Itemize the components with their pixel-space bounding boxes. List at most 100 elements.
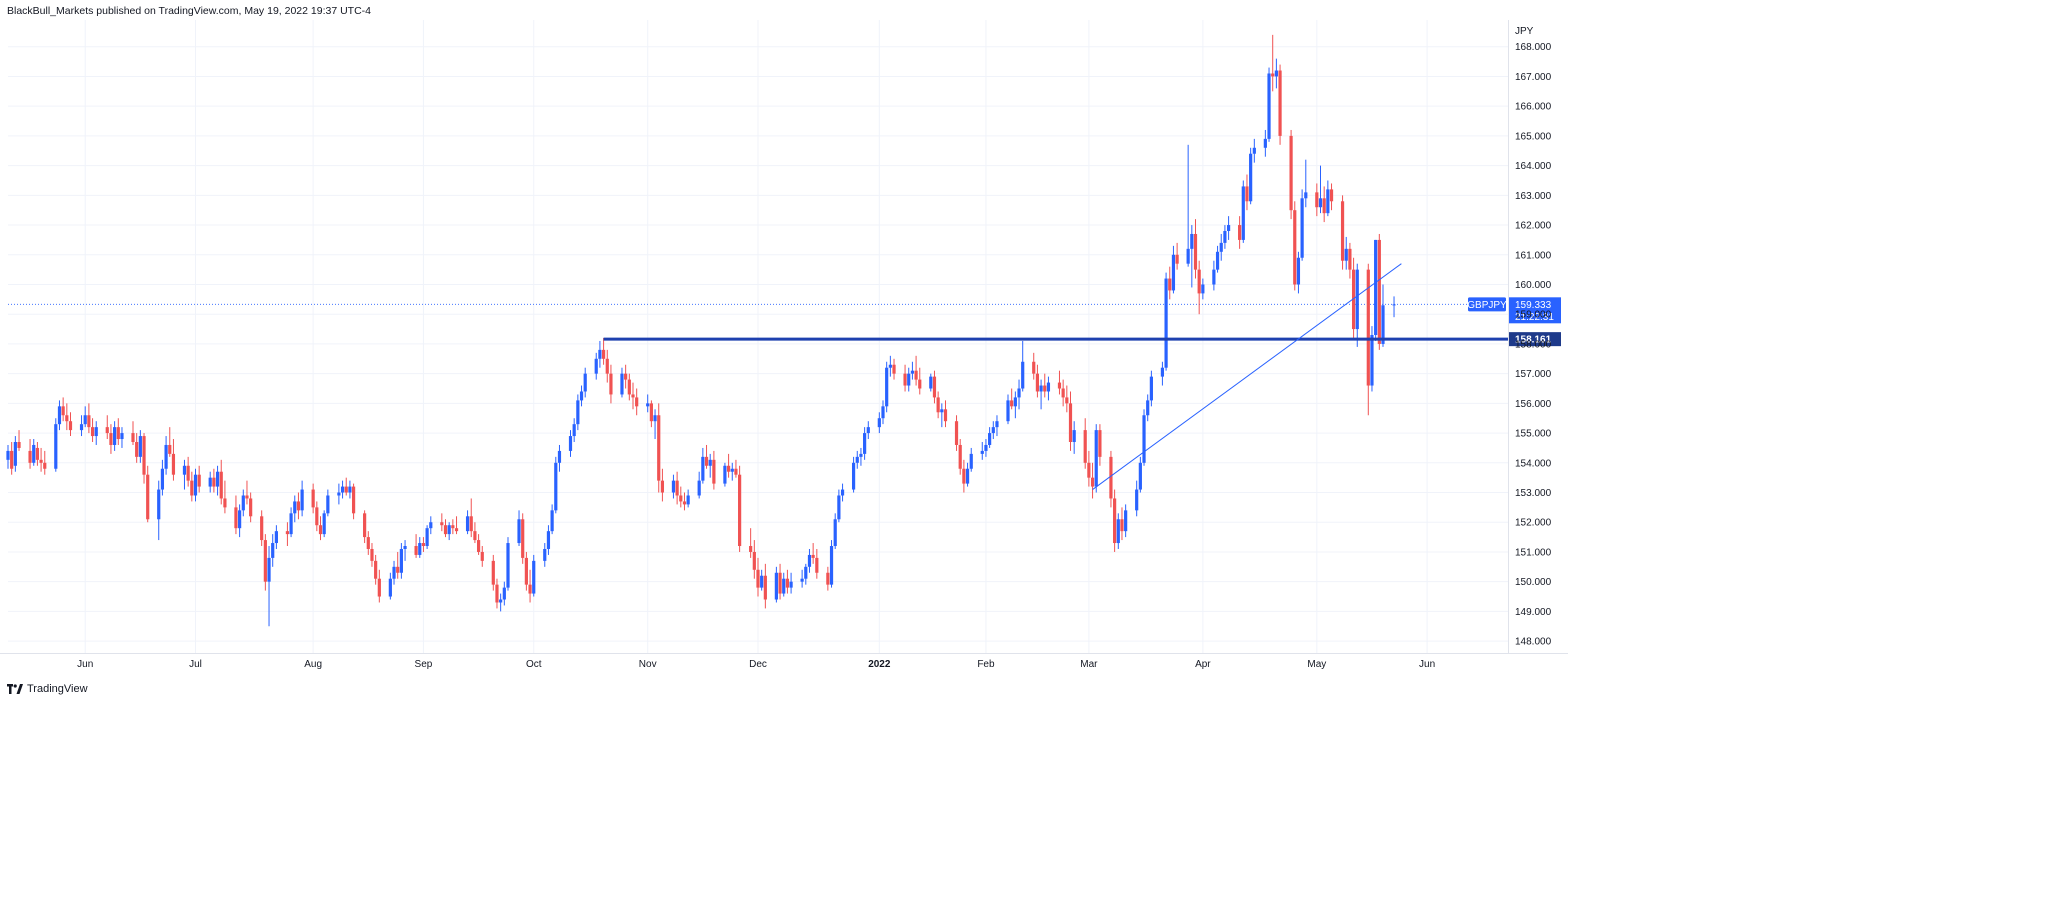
y-tick-label: 160.000 (1515, 280, 1552, 291)
y-tick-label: 149.000 (1515, 607, 1552, 618)
publish-header: BlackBull_Markets published on TradingVi… (7, 5, 371, 17)
candle-body (1344, 248, 1348, 261)
candle-down (1057, 370, 1062, 395)
tradingview-logo-icon (7, 684, 23, 694)
candle-up (1249, 147, 1253, 205)
x-tick-label: May (1307, 659, 1326, 670)
y-tick-label: 159.000 (1515, 310, 1552, 321)
candle-down (1083, 418, 1087, 469)
candle-up (502, 581, 506, 606)
candle-down (10, 442, 14, 475)
candle-body (686, 495, 690, 505)
candle-body (1013, 397, 1017, 407)
candle-body (826, 572, 830, 585)
candle-body (653, 415, 657, 422)
candle-body (131, 433, 135, 442)
candle-down (528, 569, 532, 603)
candle-down (249, 492, 253, 523)
candle-body (1006, 400, 1010, 422)
candle-down (190, 471, 194, 502)
footer-brand-label: TradingView (27, 683, 88, 695)
candle-down (1168, 266, 1172, 300)
candle-down (285, 522, 290, 547)
candle-body (1381, 305, 1385, 344)
candle-up (907, 367, 911, 392)
candle-body (1138, 462, 1142, 490)
candle-body (476, 540, 481, 552)
candle-up (1223, 225, 1227, 249)
candle-body (646, 403, 650, 407)
candle-body (546, 531, 551, 549)
candle-body (1120, 519, 1124, 532)
candle-body (1186, 248, 1190, 264)
candle-body (749, 546, 753, 552)
candle-body (414, 546, 418, 555)
candle-body (528, 584, 532, 594)
candle-up (807, 548, 812, 573)
candle-body (1124, 510, 1128, 532)
candle-body (348, 486, 352, 493)
candle-down (1113, 489, 1117, 552)
candle-up (274, 525, 278, 549)
candle-body (293, 501, 297, 514)
candle-down (363, 510, 367, 544)
candle-up (837, 489, 841, 523)
candle-body (1017, 388, 1021, 398)
candle-body (274, 531, 278, 544)
footer-brand[interactable]: TradingView (7, 682, 88, 696)
candle-body (138, 436, 142, 457)
candle-up (399, 543, 403, 579)
candle-body (932, 376, 937, 398)
candle-body (116, 427, 120, 440)
candle-down (396, 551, 400, 579)
candle-body (1366, 269, 1370, 386)
x-tick-label: Sep (415, 659, 433, 670)
candle-up (646, 394, 650, 413)
candle-body (10, 450, 14, 469)
candle-body (863, 433, 867, 454)
candle-down (366, 531, 370, 555)
candle-body (326, 495, 330, 514)
candle-down (197, 465, 201, 493)
candle-body (660, 480, 665, 493)
candle-down (168, 427, 172, 457)
candle-body (980, 450, 984, 454)
candle-body (1223, 231, 1227, 243)
candle-body (447, 525, 451, 535)
candle-down (918, 367, 922, 395)
candle-body (554, 462, 558, 511)
candle-up (800, 569, 804, 588)
candle-up (1124, 504, 1128, 538)
candle-body (429, 522, 433, 529)
candle-body (1219, 242, 1223, 252)
candle-body (785, 578, 790, 588)
candle-up (160, 459, 165, 496)
candle-body (245, 495, 249, 499)
candle-up (774, 566, 778, 603)
candle-up (1135, 480, 1139, 517)
candle-down (815, 548, 819, 579)
candle-down (675, 471, 679, 505)
candle-up (1149, 370, 1153, 407)
candle-down (682, 492, 687, 511)
candle-body (1065, 397, 1069, 404)
candle-down (223, 480, 227, 514)
candle-down (1315, 183, 1319, 217)
y-tick-label: 163.000 (1515, 191, 1552, 202)
candle-body (171, 453, 176, 475)
candle-body (1318, 198, 1323, 208)
candle-up (1186, 144, 1190, 267)
candle-body (197, 474, 201, 487)
candle-body (160, 468, 165, 490)
candle-body (120, 433, 124, 440)
candle-body (1068, 403, 1073, 442)
chart-area[interactable]: GBPJPY 159.333 21:22:31 158.161 148.000 149.… (0, 20, 1568, 677)
symbol-label-bg (1468, 297, 1506, 312)
candle-up (995, 415, 999, 437)
candle-down (1377, 233, 1381, 350)
candle-body (752, 551, 756, 570)
candle-body (322, 513, 326, 535)
candle-body (157, 489, 161, 520)
